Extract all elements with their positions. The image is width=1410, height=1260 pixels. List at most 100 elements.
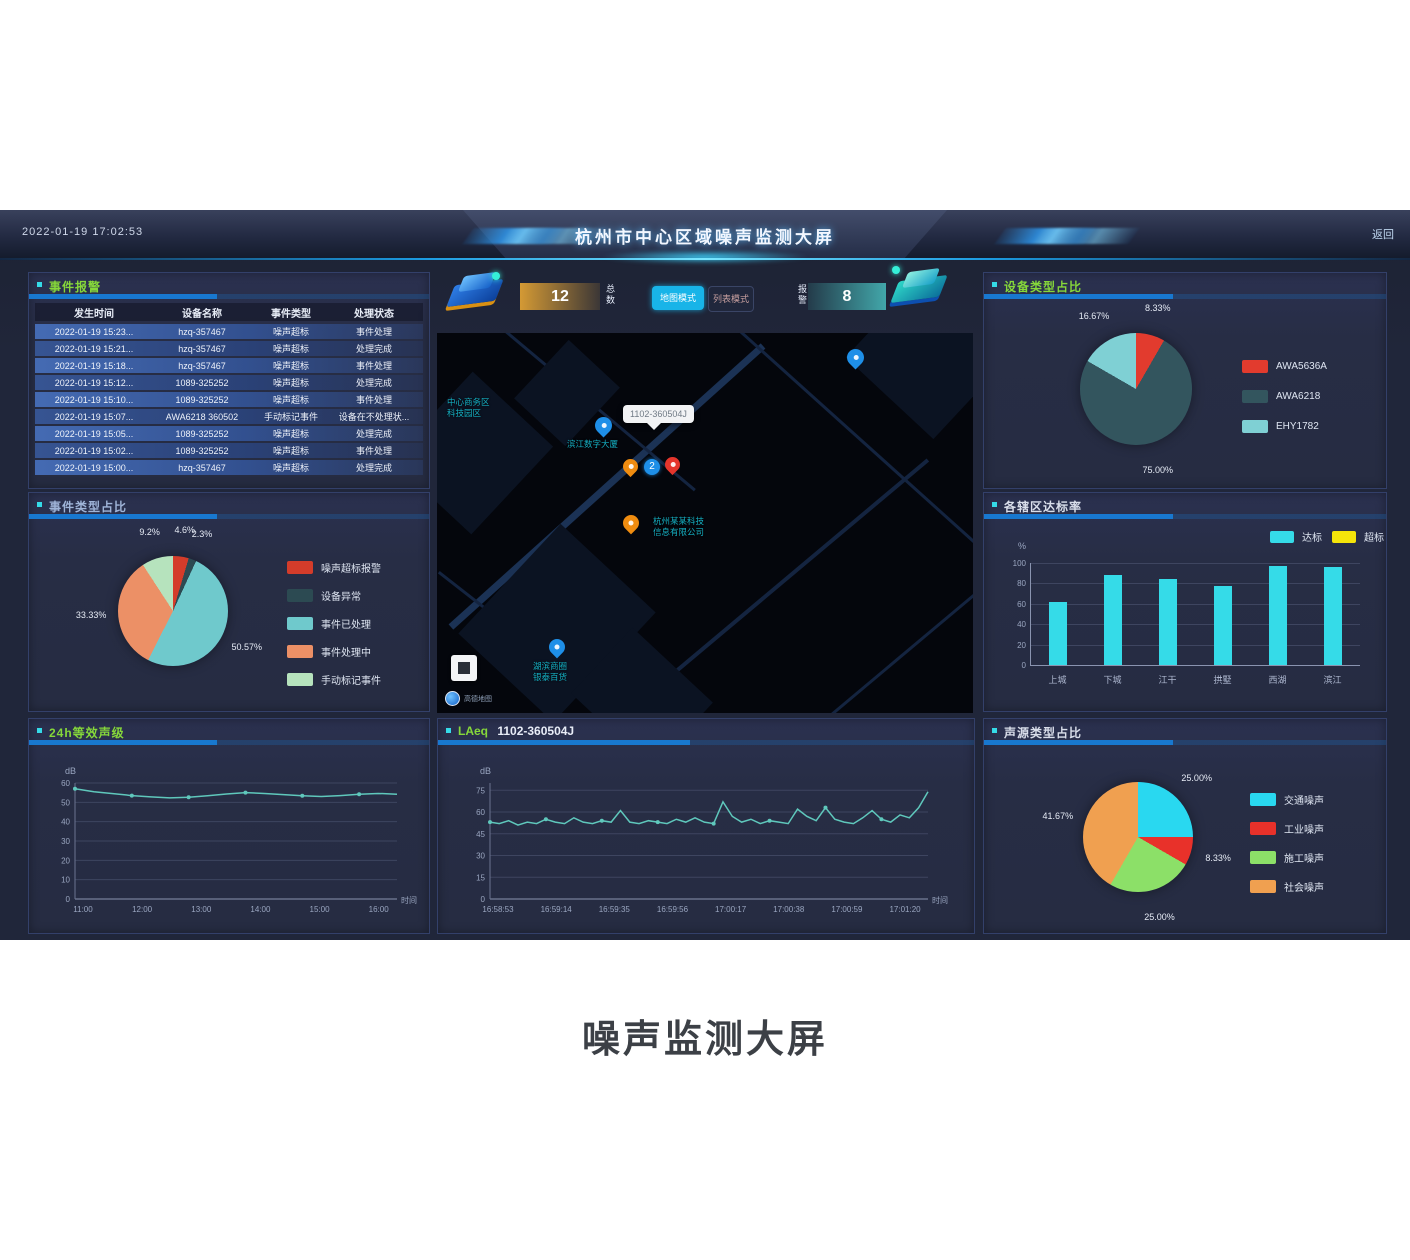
bar-category-label: 下城	[1103, 675, 1122, 685]
alarm-table-header-cell: 事件类型	[271, 308, 311, 320]
legend-item[interactable]: 施工噪声	[1250, 843, 1324, 872]
svg-text:40: 40	[61, 818, 70, 827]
table-cell: 2022-01-19 15:10...	[54, 394, 134, 405]
bar[interactable]	[1103, 575, 1122, 665]
table-cell: 2022-01-19 15:07...	[54, 411, 134, 422]
table-cell: hzq-357467	[178, 326, 226, 337]
table-cell: 噪声超标	[272, 361, 309, 371]
table-row[interactable]: 2022-01-19 15:05... 1089-325252 噪声超标 处理完成	[35, 426, 423, 441]
bar[interactable]	[1323, 567, 1342, 665]
district-rate-panel-title: 各辖区达标率	[1004, 500, 1083, 514]
map-attribution: 高德地图	[445, 691, 492, 706]
legend-chip	[1242, 419, 1268, 433]
legend-item[interactable]: 达标	[1270, 529, 1322, 544]
device-type-pie[interactable]	[1080, 333, 1192, 445]
map-mode-button[interactable]: 地图模式	[652, 286, 704, 310]
bar-category-label: 滨江	[1323, 675, 1342, 685]
bar-axis-tick: 0	[1021, 661, 1026, 670]
bar[interactable]	[1213, 586, 1232, 665]
panel-underline	[29, 294, 429, 299]
legend-item[interactable]: EHY1782	[1242, 411, 1327, 441]
table-cell: 1089-325252	[175, 428, 229, 439]
legend-item[interactable]: 工业噪声	[1250, 814, 1324, 843]
svg-text:13:00: 13:00	[191, 905, 212, 914]
source-type-pie-label: 25.00%	[1144, 912, 1175, 923]
laeq-realtime-panel: LAeq 1102-360504J 0 15 30 45 60 75 dB 16:58:53 1…	[437, 718, 975, 934]
source-type-pie-label: 8.33%	[1205, 853, 1231, 864]
legend-chip	[1250, 793, 1276, 806]
bar-gridline	[1030, 583, 1360, 585]
laeq-24h-panel-head: 24h等效声级	[29, 719, 429, 745]
table-row[interactable]: 2022-01-19 15:07... AWA6218 360502 手动标记事件 设…	[35, 409, 423, 424]
svg-text:60: 60	[476, 808, 485, 817]
laeq-device-id: 1102-360504J	[497, 724, 575, 738]
source-type-legend: 交通噪声 工业噪声施工噪声社会噪声	[1250, 785, 1324, 901]
table-row[interactable]: 2022-01-19 15:02... 1089-325252 噪声超标 事件处理	[35, 443, 423, 458]
table-cell: 处理完成	[355, 344, 392, 354]
device-total-value: 12	[520, 283, 600, 310]
legend-item[interactable]: 交通噪声	[1250, 785, 1324, 814]
list-mode-button[interactable]: 列表模式	[708, 286, 754, 312]
table-row[interactable]: 2022-01-19 15:23... hzq-357467 噪声超标 事件处理	[35, 324, 423, 339]
legend-item[interactable]: 噪声超标报警	[287, 553, 381, 581]
alarm-table-header-cell: 处理状态	[354, 308, 394, 320]
legend-item[interactable]: 超标	[1332, 529, 1384, 544]
table-row[interactable]: 2022-01-19 15:00... hzq-357467 噪声超标 处理完成	[35, 460, 423, 475]
table-cell: 2022-01-19 15:12...	[54, 377, 134, 388]
device-type-pie-label: 8.33%	[1144, 302, 1171, 313]
bar[interactable]	[1048, 601, 1067, 665]
alarm-table-header: 发生时间 设备名称 事件类型 处理状态	[35, 303, 423, 321]
table-cell: 噪声超标	[272, 429, 309, 439]
legend-item[interactable]: 事件已处理	[287, 609, 381, 637]
district-rate-legend: 达标 超标	[1260, 529, 1384, 544]
svg-text:20: 20	[61, 856, 70, 865]
alarm-table-header-cell: 发生时间	[74, 308, 114, 320]
table-cell: 2022-01-19 15:05...	[54, 428, 134, 439]
bar-axis-tick: 100	[1012, 559, 1026, 568]
alarm-table: 发生时间 设备名称 事件类型 处理状态 2022-01-19 15:23... hzq-3…	[35, 303, 423, 482]
svg-text:16:58:53: 16:58:53	[482, 905, 514, 914]
map-pin-orange[interactable]	[619, 511, 643, 535]
table-row[interactable]: 2022-01-19 15:21... hzq-357467 噪声超标 处理完成	[35, 341, 423, 356]
map-pin-blue[interactable]	[591, 413, 616, 438]
city-map[interactable]: 中心商务区 科技园区 滨江数字大厦 杭州某某科技 信息有限公司 湖滨商圈 银泰百货 1…	[437, 333, 973, 713]
svg-text:16:59:14: 16:59:14	[541, 905, 573, 914]
bar[interactable]	[1268, 566, 1287, 665]
legend-item[interactable]: 事件处理中	[287, 637, 381, 665]
table-row[interactable]: 2022-01-19 15:10... 1089-325252 噪声超标 事件处理	[35, 392, 423, 407]
event-type-panel-head: 事件类型占比	[29, 493, 429, 519]
bar[interactable]	[1158, 579, 1177, 665]
map-pin-cluster[interactable]: 2	[644, 459, 660, 475]
legend-item[interactable]: 社会噪声	[1250, 872, 1324, 901]
source-type-pie[interactable]	[1083, 782, 1193, 892]
svg-text:60: 60	[61, 779, 70, 788]
legend-item[interactable]: 手动标记事件	[287, 665, 381, 693]
header-glow	[600, 250, 810, 264]
table-row[interactable]: 2022-01-19 15:12... 1089-325252 噪声超标 处理完成	[35, 375, 423, 390]
svg-text:15: 15	[476, 873, 485, 882]
legend-chip	[1242, 359, 1268, 373]
laeq-realtime-svg: 0 15 30 45 60 75 dB 16:58:53 16:59:14 16:59:35 16:…	[476, 766, 948, 914]
svg-text:dB: dB	[65, 766, 76, 776]
legend-label: 施工噪声	[1284, 854, 1324, 865]
event-type-pie[interactable]	[118, 556, 228, 666]
panel-bullet-icon	[992, 502, 997, 507]
device-3d-icon	[446, 271, 512, 318]
bar-axis-tick: 20	[1017, 640, 1026, 650]
source-type-panel-title: 声源类型占比	[1004, 726, 1083, 740]
legend-item[interactable]: 设备异常	[287, 581, 381, 609]
bar-category-label: 江干	[1158, 675, 1177, 685]
map-tooltip: 1102-360504J	[623, 405, 694, 430]
legend-label: AWA6218	[1276, 390, 1321, 402]
map-control-button[interactable]	[451, 655, 477, 681]
header-bar: 2022-01-19 17:02:53 杭州市中心区域噪声监测大屏 返回	[0, 210, 1410, 264]
map-pin-red[interactable]	[661, 453, 684, 476]
event-type-legend: 噪声超标报警 设备异常 事件已处理 事件处理中 手动标记事件	[287, 553, 381, 693]
back-button[interactable]: 返回	[1372, 229, 1394, 241]
map-place-label: 滨江数字大厦	[567, 439, 619, 449]
legend-item[interactable]: AWA5636A	[1242, 351, 1327, 381]
legend-item[interactable]: AWA6218	[1242, 381, 1327, 411]
svg-text:0: 0	[66, 895, 71, 904]
table-row[interactable]: 2022-01-19 15:18... hzq-357467 噪声超标 事件处理	[35, 358, 423, 373]
alarm-panel-head: 事件报警	[29, 273, 429, 299]
